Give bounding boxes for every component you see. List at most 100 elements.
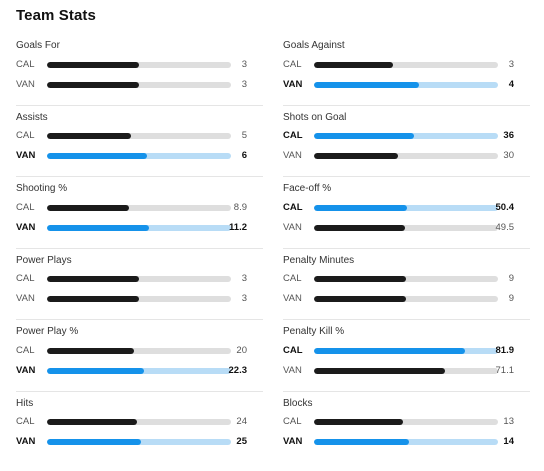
stat-value: 22.3 xyxy=(228,364,248,376)
stat-bar-track xyxy=(47,276,231,282)
stat-label: Goals Against xyxy=(283,40,345,51)
stat-value: 3 xyxy=(241,273,247,284)
stat-row: VAN 6 xyxy=(16,149,247,163)
stat-bar-fill xyxy=(314,439,410,445)
team-abbreviation: CAL xyxy=(283,130,303,141)
stat-bar-fill xyxy=(314,296,406,302)
stat-label: Shots on Goal xyxy=(283,111,347,123)
stat-bar-track xyxy=(314,133,498,139)
stat-value: 3 xyxy=(241,293,247,304)
stat-row: CAL 5 xyxy=(16,129,247,143)
stat-value: 6 xyxy=(241,150,247,161)
stat-bar-fill xyxy=(47,419,138,425)
stat-value: 3 xyxy=(508,58,514,70)
stat-row: CAL 3 xyxy=(16,272,247,286)
team-abbreviation: CAL xyxy=(16,344,35,356)
stat-label: Blocks xyxy=(283,397,313,409)
stat-bar-fill xyxy=(47,133,131,139)
stat-row: VAN 71.1 xyxy=(283,364,514,378)
stat-bar-fill xyxy=(314,204,407,211)
stat-bar-track xyxy=(314,224,498,231)
stat-block: Shots on Goal CAL 36 VAN 30 xyxy=(283,106,530,177)
stat-value: 24 xyxy=(236,416,247,427)
stat-value: 30 xyxy=(503,150,514,161)
team-abbreviation: VAN xyxy=(16,293,35,304)
stat-value: 3 xyxy=(241,58,247,70)
stat-bar-track xyxy=(47,439,231,445)
stat-block: Penalty Kill % CAL 81.9 VAN 71.1 xyxy=(283,320,530,392)
stat-bar-track xyxy=(314,419,498,425)
stat-bar-fill xyxy=(314,419,403,425)
stat-row: VAN 3 xyxy=(16,78,247,92)
stat-bar-track xyxy=(47,81,231,88)
stat-block: Shooting % CAL 8.9 VAN 11.2 xyxy=(16,177,263,249)
team-abbreviation: VAN xyxy=(16,78,35,90)
stat-bar-fill xyxy=(47,276,139,282)
stat-label: Goals For xyxy=(16,40,60,51)
stat-bar-fill xyxy=(47,347,135,354)
stat-row: CAL 20 xyxy=(16,344,247,358)
stat-label: Hits xyxy=(16,397,34,409)
stat-row: VAN 9 xyxy=(283,292,514,306)
team-abbreviation: VAN xyxy=(16,436,36,447)
stat-row: CAL 81.9 xyxy=(283,344,514,358)
stat-bar-fill xyxy=(47,367,144,374)
stat-bar-track xyxy=(47,153,231,159)
stat-block: Face-off % CAL 50.4 VAN 49.5 xyxy=(283,177,530,249)
stat-row: VAN 3 xyxy=(16,292,247,306)
stat-bar-track xyxy=(47,367,231,374)
stat-row: VAN 22.3 xyxy=(16,364,247,378)
stat-bar-track xyxy=(314,439,498,445)
stat-value: 25 xyxy=(236,436,247,447)
team-abbreviation: CAL xyxy=(16,130,35,141)
stat-value: 81.9 xyxy=(495,344,515,356)
stat-row: CAL 50.4 xyxy=(283,201,514,215)
stat-bar-track xyxy=(314,61,498,68)
team-abbreviation: CAL xyxy=(16,273,35,284)
stat-bar-fill xyxy=(314,81,420,88)
stat-bar-track xyxy=(314,81,498,88)
stat-block: Power Play % CAL 20 VAN 22.3 xyxy=(16,320,263,392)
stat-row: VAN 30 xyxy=(283,149,514,163)
stat-row: CAL 8.9 xyxy=(16,201,247,215)
stat-bar-track xyxy=(47,419,231,425)
stat-value: 14 xyxy=(503,436,514,447)
stat-value: 71.1 xyxy=(495,364,515,376)
team-abbreviation: VAN xyxy=(16,364,36,376)
stat-bar-track xyxy=(47,204,231,211)
stat-bar-track xyxy=(47,224,231,231)
team-abbreviation: CAL xyxy=(283,201,303,213)
stat-bar-fill xyxy=(314,133,415,139)
stat-bar-track xyxy=(314,367,498,374)
stat-bar-track xyxy=(47,347,231,354)
stat-label: Penalty Minutes xyxy=(283,254,355,266)
stat-bar-track xyxy=(314,153,498,159)
stat-block: Goals For CAL 3 VAN 3 xyxy=(16,34,263,106)
team-abbreviation: VAN xyxy=(283,78,303,90)
page-title: Team Stats xyxy=(16,7,96,24)
stat-label: Face-off % xyxy=(283,183,332,194)
stat-row: CAL 13 xyxy=(283,415,514,429)
stat-label: Power Plays xyxy=(16,254,72,266)
stat-value: 13 xyxy=(503,416,514,427)
team-abbreviation: VAN xyxy=(283,293,302,304)
stat-value: 50.4 xyxy=(495,201,515,213)
stat-bar-fill xyxy=(47,81,139,88)
stat-bar-fill xyxy=(47,439,141,445)
stat-row: CAL 9 xyxy=(283,272,514,286)
team-abbreviation: CAL xyxy=(283,273,302,284)
stat-value: 11.2 xyxy=(229,221,247,233)
team-abbreviation: CAL xyxy=(16,58,35,70)
stat-bar-track xyxy=(47,133,231,139)
stat-value: 5 xyxy=(241,130,247,141)
stat-label: Penalty Kill % xyxy=(283,326,345,337)
stat-row: VAN 11.2 xyxy=(16,221,247,235)
team-abbreviation: VAN xyxy=(283,150,302,161)
stat-value: 8.9 xyxy=(233,201,247,213)
stat-bar-fill xyxy=(314,61,393,68)
stat-bar-fill xyxy=(314,347,465,354)
stat-row: CAL 3 xyxy=(16,58,247,72)
stat-label: Power Play % xyxy=(16,326,79,337)
team-abbreviation: CAL xyxy=(283,58,302,70)
team-abbreviation: VAN xyxy=(16,150,36,161)
